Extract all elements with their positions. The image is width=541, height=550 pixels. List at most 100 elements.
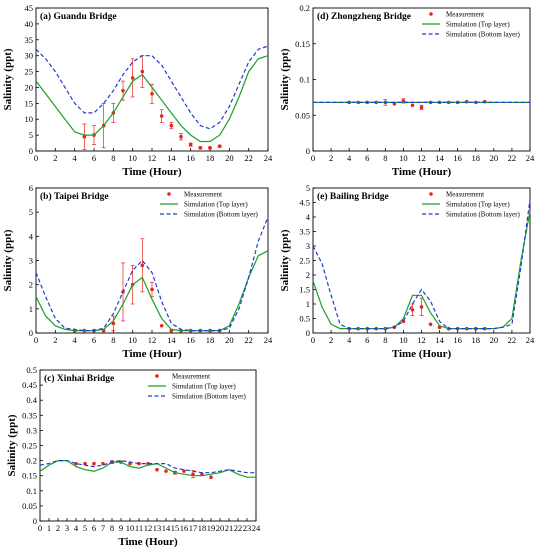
- x-tick-label: 14: [167, 335, 176, 345]
- measurement-point: [164, 469, 168, 473]
- x-tick-label: 8: [383, 153, 387, 163]
- y-tick-label: 0.35: [22, 410, 37, 420]
- x-tick-label: 24: [264, 335, 273, 345]
- x-tick-label: 18: [206, 153, 215, 163]
- y-tick-label: 0.1: [299, 75, 310, 85]
- x-tick-label: 24: [252, 523, 261, 533]
- x-tick-label: 8: [383, 335, 387, 345]
- x-tick-label: 14: [167, 153, 176, 163]
- legend: Measurement Simulation (Top layer) Simulat…: [160, 191, 259, 219]
- x-tick-label: 10: [399, 153, 408, 163]
- x-tick-label: 6: [92, 153, 96, 163]
- x-tick-label: 2: [329, 153, 333, 163]
- y-tick-label: 0: [29, 146, 33, 156]
- x-tick-label: 19: [207, 523, 216, 533]
- y-axis-label: Salinity (ppt): [279, 229, 291, 291]
- x-tick-label: 5: [83, 523, 87, 533]
- x-tick-label: 16: [453, 153, 462, 163]
- measurement-point: [140, 69, 145, 74]
- legend-label: Simulation (Bottom layer): [184, 211, 259, 219]
- x-tick-label: 23: [243, 523, 252, 533]
- measurement-point: [83, 461, 87, 466]
- x-tick-label: 4: [74, 523, 79, 533]
- measurement-point: [188, 142, 193, 147]
- bottom-layer-line: [312, 199, 531, 330]
- x-tick-label: 16: [186, 335, 195, 345]
- y-tick-label: 40: [25, 19, 34, 29]
- x-tick-label: 1: [47, 523, 51, 533]
- y-tick-label: 1: [29, 304, 33, 314]
- measurement-point: [410, 103, 415, 108]
- x-tick-label: 8: [111, 335, 115, 345]
- x-tick-label: 20: [216, 523, 225, 533]
- y-tick-label: 5: [306, 183, 310, 193]
- x-tick-label: 22: [508, 335, 517, 345]
- y-tick-label: 4.5: [299, 198, 310, 208]
- top-layer-line: [35, 250, 269, 332]
- x-tick-label: 24: [264, 153, 273, 163]
- x-tick-label: 0: [38, 523, 42, 533]
- y-tick-label: 3: [306, 241, 310, 251]
- legend-label: Simulation (Bottom layer): [172, 393, 247, 401]
- x-tick-label: 14: [162, 523, 171, 533]
- x-tick-label: 16: [453, 335, 462, 345]
- x-tick-label: 2: [329, 335, 333, 345]
- x-tick-label: 16: [186, 153, 195, 163]
- x-tick-label: 10: [128, 335, 137, 345]
- y-tick-label: 5: [29, 207, 33, 217]
- y-tick-label: 3.5: [299, 227, 310, 237]
- measurement-point: [150, 287, 154, 292]
- measurement-point: [209, 475, 213, 480]
- x-tick-label: 22: [244, 153, 253, 163]
- y-tick-label: 0.3: [26, 425, 37, 435]
- x-axis-label: Time (Hour): [122, 348, 182, 360]
- legend: Measurement Simulation (Top layer) Simulat…: [422, 191, 521, 219]
- x-tick-label: 10: [399, 335, 408, 345]
- y-tick-label: 1.5: [299, 285, 310, 295]
- y-tick-label: 2: [306, 270, 310, 280]
- bottom-layer-line: [35, 216, 269, 332]
- measurement-point: [217, 144, 222, 149]
- x-tick-label: 0: [34, 335, 38, 345]
- measurement-point: [150, 92, 154, 96]
- measurement-point: [208, 146, 212, 150]
- x-tick-label: 2: [53, 153, 57, 163]
- legend-marker-measurement: [155, 374, 159, 378]
- x-tick-label: 4: [347, 153, 352, 163]
- y-tick-label: 35: [25, 35, 34, 45]
- y-tick-label: 3: [29, 256, 33, 266]
- x-tick-label: 7: [101, 523, 105, 533]
- y-tick-label: 0: [306, 146, 310, 156]
- x-tick-label: 11: [135, 523, 143, 533]
- x-tick-label: 24: [526, 335, 535, 345]
- y-tick-label: 0.15: [22, 471, 37, 481]
- x-tick-label: 22: [244, 335, 253, 345]
- legend-label: Simulation (Bottom layer): [446, 31, 521, 39]
- x-tick-label: 22: [508, 153, 517, 163]
- plot-frame: [312, 7, 531, 152]
- x-tick-label: 12: [417, 153, 426, 163]
- x-tick-label: 18: [472, 335, 481, 345]
- y-tick-label: 0.05: [22, 501, 37, 511]
- legend: Measurement Simulation (Top layer) Simulat…: [148, 373, 247, 401]
- y-tick-label: 0.25: [22, 441, 37, 451]
- y-tick-label: 45: [25, 3, 34, 13]
- x-tick-label: 22: [234, 523, 243, 533]
- x-axis-label: Time (Hour): [392, 348, 452, 360]
- x-tick-label: 14: [435, 153, 444, 163]
- x-tick-label: 12: [148, 335, 157, 345]
- top-layer-line: [35, 55, 269, 143]
- y-axis-label: Salinity (ppt): [279, 48, 291, 110]
- top-layer-line: [39, 460, 256, 478]
- y-tick-label: 0.4: [26, 395, 37, 405]
- x-tick-label: 0: [311, 335, 315, 345]
- x-tick-label: 8: [111, 153, 115, 163]
- x-axis-label: Time (Hour): [392, 166, 452, 178]
- x-tick-label: 4: [73, 335, 78, 345]
- legend-label: Simulation (Bottom layer): [446, 211, 521, 219]
- y-tick-label: 0.2: [26, 456, 37, 466]
- x-axis-label: Time (Hour): [118, 536, 178, 548]
- measurement-point: [198, 146, 203, 150]
- x-tick-label: 6: [92, 523, 96, 533]
- chart-panel-0: 0 2 4 6 8 10 12 14 16 18 20 22 24051015202530354045T…: [2, 3, 273, 178]
